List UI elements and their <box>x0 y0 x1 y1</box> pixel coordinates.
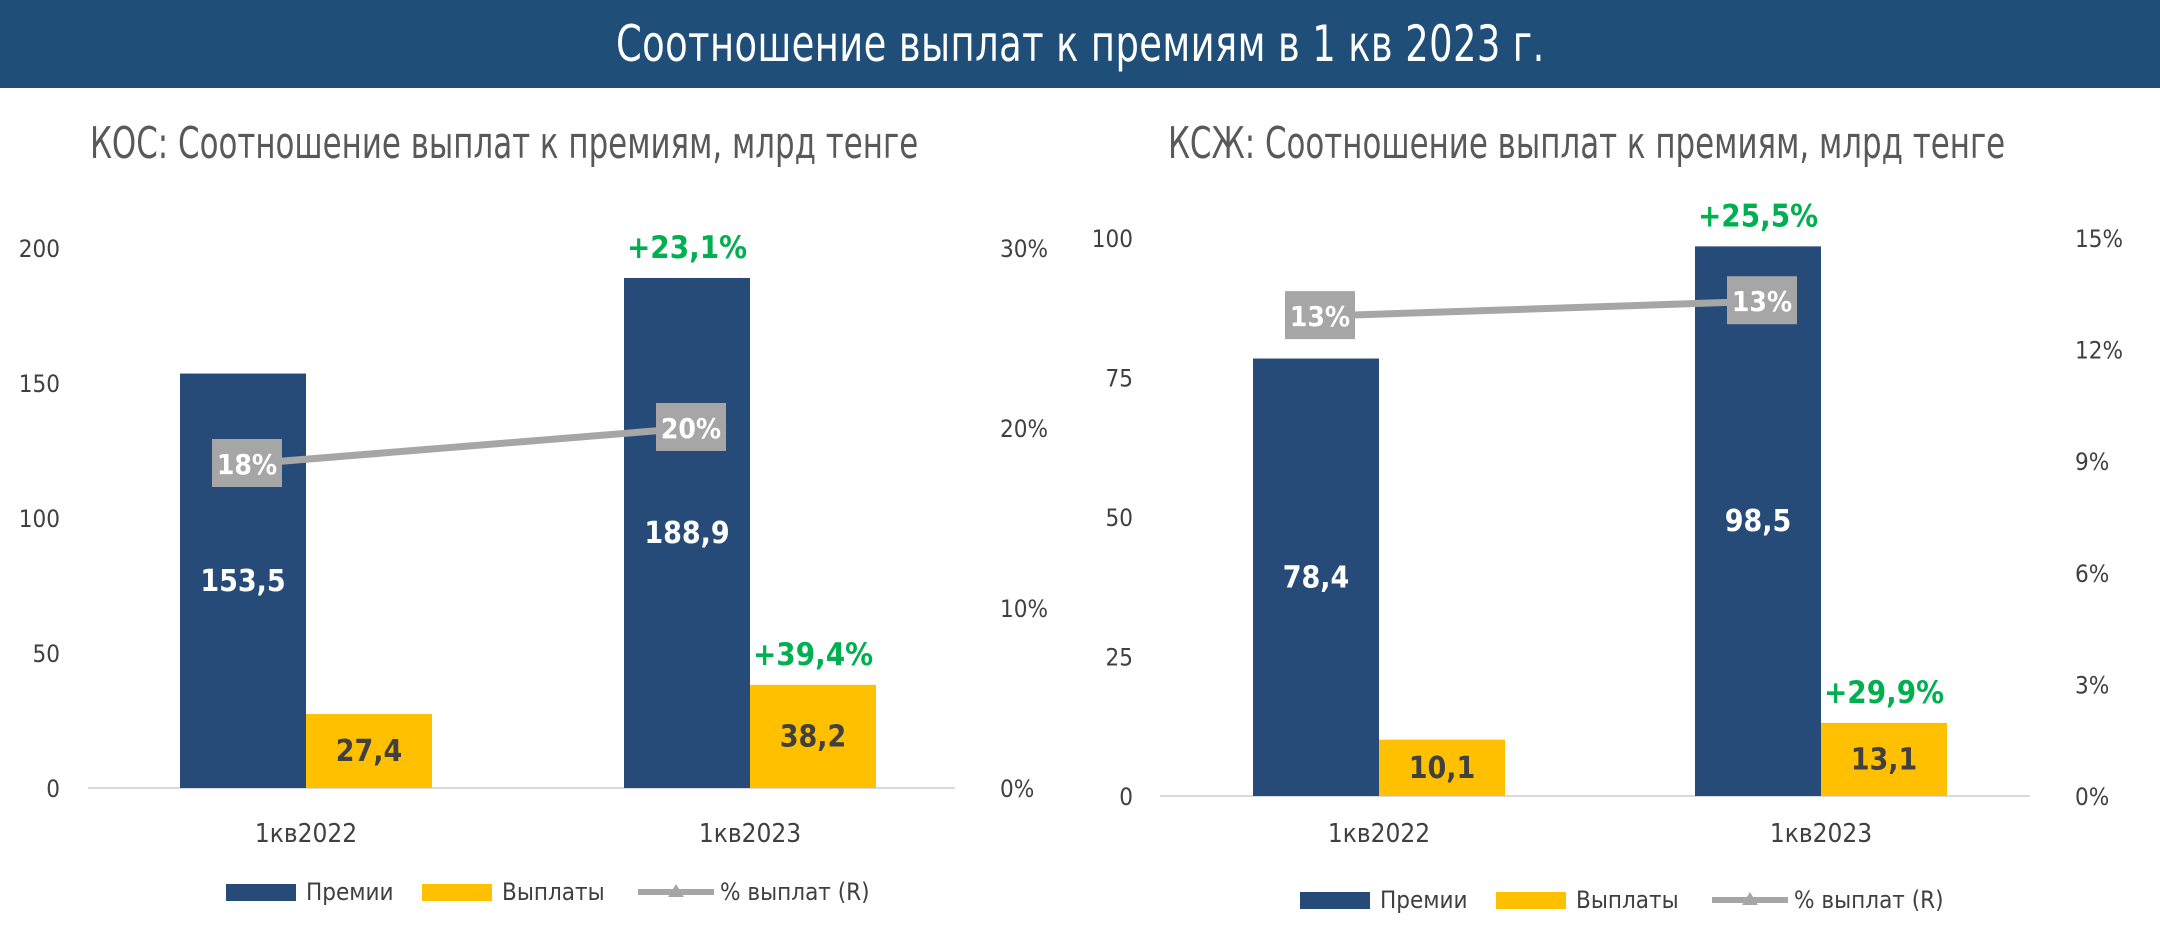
bar-label-vyplaty: 27,4 <box>336 734 403 769</box>
legend-label-premii: Премии <box>1380 886 1468 914</box>
x-tick-label: 1кв2023 <box>1770 819 1872 849</box>
y-tick-label: 50 <box>33 640 60 668</box>
bar-vyplaty <box>306 714 432 788</box>
ratio-label: 18% <box>217 448 277 481</box>
growth-label-vyplaty: +39,4% <box>753 637 873 673</box>
legend-swatch-premii <box>1300 892 1370 909</box>
legend-swatch-vyplaty <box>422 884 492 901</box>
ratio-point <box>1727 276 1797 325</box>
y2-tick-label: 10% <box>1000 595 1048 623</box>
ratio-label: 20% <box>661 412 721 445</box>
y-tick-label: 200 <box>19 235 60 263</box>
y2-tick-label: 20% <box>1000 415 1048 443</box>
x-tick-label: 1кв2023 <box>699 819 801 849</box>
page-banner: Соотношение выплат к премиям в 1 кв 2023… <box>0 0 2160 88</box>
growth-label-vyplaty: +29,9% <box>1824 675 1944 711</box>
legend-marker-ratio <box>668 884 684 897</box>
legend-swatch-vyplaty <box>1496 892 1566 909</box>
legend-label-vyplaty: Выплаты <box>502 878 605 906</box>
bar-vyplaty <box>1379 739 1505 796</box>
ratio-line <box>1319 297 1763 320</box>
y2-tick-label: 3% <box>2075 671 2109 699</box>
y2-tick-label: 12% <box>2075 337 2123 365</box>
bar-label-vyplaty: 10,1 <box>1409 751 1476 786</box>
growth-label-premii: +25,5% <box>1698 198 1818 234</box>
y2-tick-label: 0% <box>2075 783 2109 811</box>
bar-label-premii: 153,5 <box>200 564 285 599</box>
x-tick-label: 1кв2022 <box>1328 819 1430 849</box>
bar-vyplaty <box>750 684 876 788</box>
chart-kos: 0 50 100 150 200 0% 10% 20% 30% 153,5 27,4 1кв2022 1… <box>19 230 1048 906</box>
y2-tick-label: 30% <box>1000 235 1048 263</box>
legend-label-ratio: % выплат (R) <box>720 878 870 906</box>
ratio-label: 13% <box>1732 285 1792 318</box>
page-title: Соотношение выплат к премиям в 1 кв 2023… <box>615 15 1545 73</box>
chart-title-kos: КОС: Соотношение выплат к премиям, млрд … <box>90 118 919 169</box>
y-tick-label: 25 <box>1106 644 1133 672</box>
y-tick-label: 100 <box>19 505 60 533</box>
y2-tick-label: 6% <box>2075 560 2109 588</box>
bar-label-premii: 188,9 <box>644 516 729 551</box>
bar-label-premii: 78,4 <box>1283 560 1350 595</box>
y-tick-label: 150 <box>19 370 60 398</box>
bar-premii <box>624 277 750 788</box>
bar-label-vyplaty: 38,2 <box>780 719 847 754</box>
chart-title-ksj: КСЖ: Соотношение выплат к премиям, млрд … <box>1168 118 2006 169</box>
y2-tick-label: 9% <box>2075 448 2109 476</box>
legend-label-vyplaty: Выплаты <box>1576 886 1679 914</box>
ratio-point <box>656 403 726 451</box>
ratio-label: 13% <box>1290 300 1350 333</box>
bar-premii <box>1253 358 1379 796</box>
ratio-point <box>1285 291 1355 340</box>
bar-premii <box>1695 246 1821 796</box>
y-tick-label: 100 <box>1092 225 1133 253</box>
y-tick-label: 75 <box>1106 365 1133 393</box>
ratio-point <box>212 439 282 487</box>
legend-label-ratio: % выплат (R) <box>1794 886 1944 914</box>
legend-label-premii: Премии <box>306 878 394 906</box>
y2-tick-label: 0% <box>1000 775 1034 803</box>
growth-label-premii: +23,1% <box>627 230 747 266</box>
y-tick-label: 50 <box>1106 504 1133 532</box>
y-tick-label: 0 <box>46 775 60 803</box>
x-tick-label: 1кв2022 <box>255 819 357 849</box>
bar-label-premii: 98,5 <box>1725 504 1792 539</box>
bar-vyplaty <box>1821 722 1947 796</box>
y-tick-label: 0 <box>1119 783 1133 811</box>
legend-swatch-premii <box>226 884 296 901</box>
y2-tick-label: 15% <box>2075 225 2123 253</box>
ratio-line <box>246 424 692 468</box>
bar-label-vyplaty: 13,1 <box>1851 742 1918 777</box>
legend-marker-ratio <box>1742 892 1758 905</box>
